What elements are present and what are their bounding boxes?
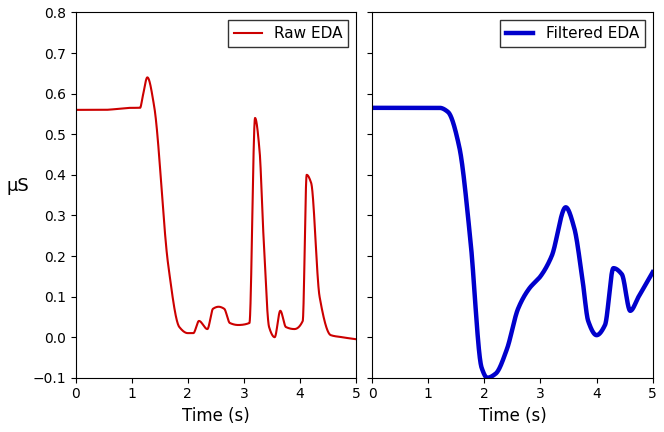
- X-axis label: Time (s): Time (s): [182, 407, 250, 425]
- X-axis label: Time (s): Time (s): [479, 407, 546, 425]
- Legend: Raw EDA: Raw EDA: [228, 20, 349, 48]
- Y-axis label: μS: μS: [7, 177, 30, 195]
- Legend: Filtered EDA: Filtered EDA: [500, 20, 645, 48]
